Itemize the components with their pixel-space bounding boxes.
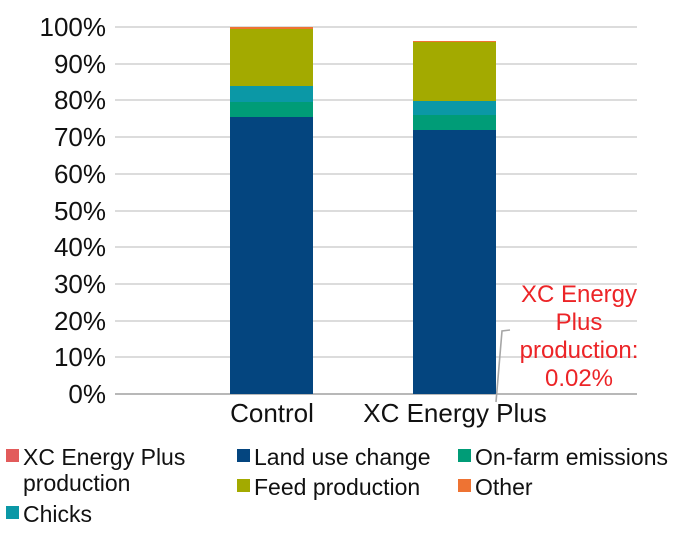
y-axis-tick-label: 20% xyxy=(53,305,106,336)
legend-label: Land use change xyxy=(254,444,431,470)
legend-swatch-feed-production xyxy=(237,479,250,492)
legend-label: Feed production xyxy=(254,474,421,500)
gridline xyxy=(115,246,637,249)
legend-swatch-other xyxy=(458,479,471,492)
gridline xyxy=(115,62,637,65)
gridline xyxy=(115,172,637,175)
bar-segment-feed-production xyxy=(413,42,496,101)
bar-segment-chicks xyxy=(413,100,496,115)
annotation-callout: XC Energy Plus production: 0.02% xyxy=(519,281,639,392)
bar-segment-on-farm-emissions xyxy=(413,114,496,130)
y-axis-tick-label: 50% xyxy=(53,195,106,226)
legend-item-on-farm-emissions: On-farm emissions xyxy=(458,444,668,470)
gridline xyxy=(115,319,637,322)
gridline xyxy=(115,356,637,359)
legend-item-other: Other xyxy=(458,474,533,500)
plot-area xyxy=(115,26,637,395)
y-axis-tick-label: 80% xyxy=(53,85,106,116)
gridline xyxy=(115,26,637,28)
y-axis-tick-label: 70% xyxy=(53,122,106,153)
legend-item-feed-production: Feed production xyxy=(237,474,420,500)
legend-label: Other xyxy=(475,474,533,500)
legend-item-land-use-change: Land use change xyxy=(237,444,431,470)
bar-segment-feed-production xyxy=(230,28,313,87)
y-axis-tick-label: 30% xyxy=(53,268,106,299)
bar-segment-other xyxy=(230,27,313,29)
x-axis-label-control: Control xyxy=(230,398,314,428)
y-axis-tick-label: 40% xyxy=(53,232,106,263)
bar-segment-land-use-change xyxy=(230,116,313,394)
legend-label: On-farm emissions xyxy=(475,444,668,470)
bar-segment-land-use-change xyxy=(413,129,496,394)
y-axis-tick-label: 100% xyxy=(39,12,107,42)
legend-swatch-chicks xyxy=(6,506,19,519)
bar-control xyxy=(230,27,313,394)
gridline xyxy=(115,99,637,102)
gridline xyxy=(115,282,637,285)
y-axis-tick-label: 60% xyxy=(53,158,106,189)
legend-item-xc-energy-plus-production: XC Energy Plus production xyxy=(6,444,196,496)
legend-swatch-land-use-change xyxy=(237,449,250,462)
legend-label: Chicks xyxy=(23,501,93,527)
gridline xyxy=(115,136,637,139)
bar-xc-energy-plus xyxy=(413,40,496,394)
y-axis-tick-label: 10% xyxy=(53,342,106,373)
legend-swatch-xc-energy-plus-production xyxy=(6,449,19,462)
x-axis-label-xc-energy-plus: XC Energy Plus xyxy=(363,398,547,428)
legend-label: XC Energy Plus production xyxy=(23,444,186,496)
y-axis-tick-label: 90% xyxy=(53,48,106,79)
x-axis-line xyxy=(115,393,637,395)
legend-item-chicks: Chicks xyxy=(6,501,92,527)
gridline xyxy=(115,209,637,212)
bar-segment-on-farm-emissions xyxy=(230,101,313,117)
bar-segment-chicks xyxy=(230,86,313,102)
bar-segment-other xyxy=(413,40,496,42)
legend-swatch-on-farm-emissions xyxy=(458,449,471,462)
y-axis-tick-label: 0% xyxy=(68,379,106,409)
